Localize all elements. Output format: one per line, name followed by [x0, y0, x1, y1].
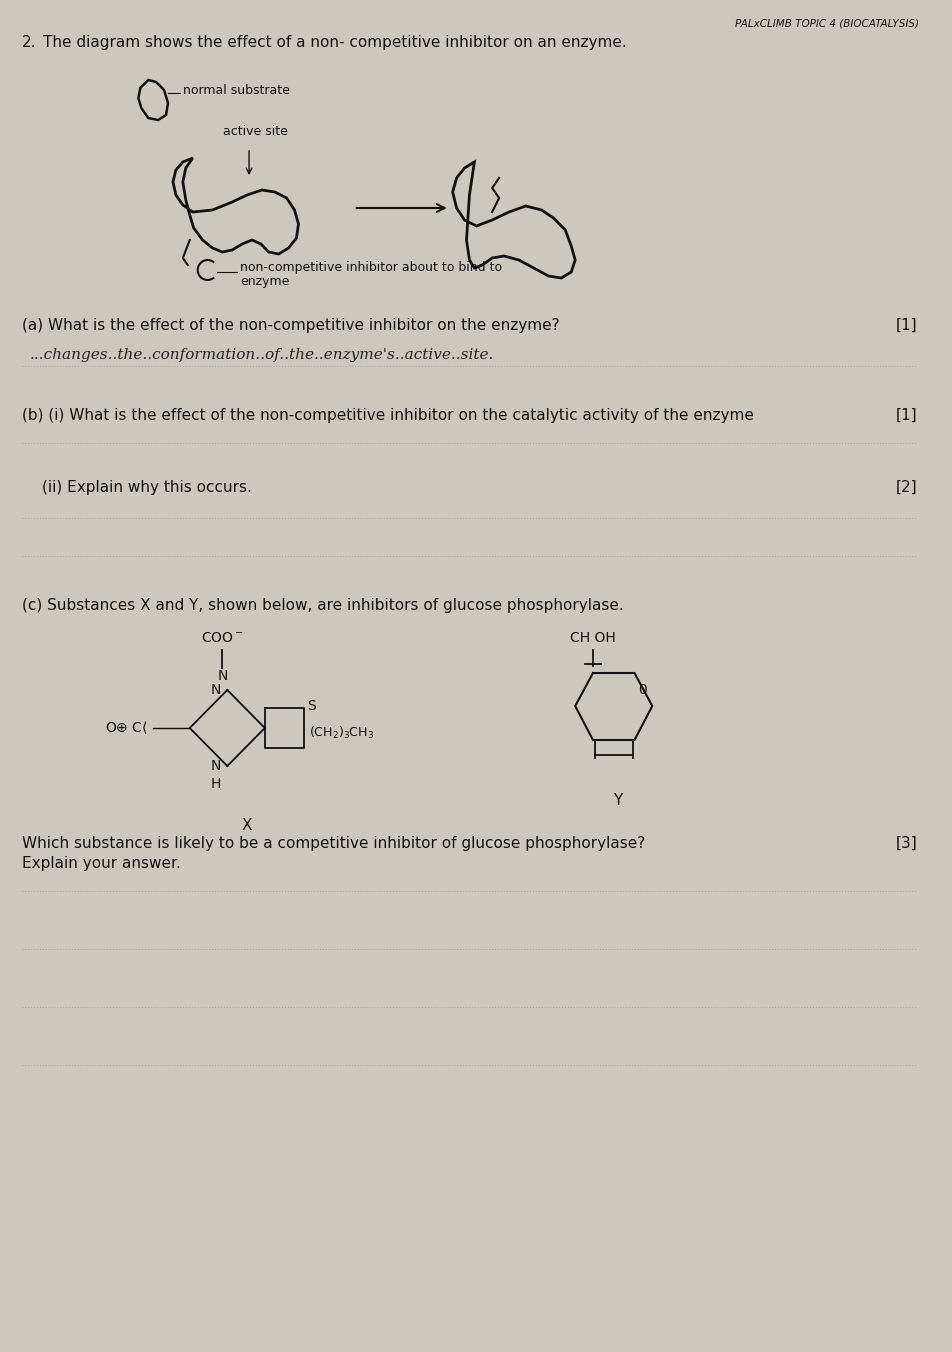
- Text: N: N: [211, 683, 222, 698]
- Text: ...changes..the..conformation..of..the..enzyme's..active..site.: ...changes..the..conformation..of..the..…: [30, 347, 494, 362]
- Text: N: N: [217, 669, 228, 683]
- Text: (a) What is the effect of the non-competitive inhibitor on the enzyme?: (a) What is the effect of the non-compet…: [22, 318, 560, 333]
- Text: enzyme: enzyme: [240, 276, 289, 288]
- Text: COO$^-$: COO$^-$: [201, 631, 244, 645]
- Text: [1]: [1]: [896, 408, 917, 423]
- Text: X: X: [242, 818, 252, 833]
- Text: The diagram shows the effect of a non- competitive inhibitor on an enzyme.: The diagram shows the effect of a non- c…: [44, 35, 627, 50]
- Text: PALxCLIMB TOPIC 4 (BIOCATALYSIS): PALxCLIMB TOPIC 4 (BIOCATALYSIS): [735, 18, 919, 28]
- Text: non-competitive inhibitor about to bind to: non-competitive inhibitor about to bind …: [240, 261, 503, 274]
- Text: (CH$_2$)$_3$CH$_3$: (CH$_2$)$_3$CH$_3$: [309, 725, 374, 741]
- Text: H: H: [211, 777, 222, 791]
- Text: (c) Substances X and Y, shown below, are inhibitors of glucose phosphorylase.: (c) Substances X and Y, shown below, are…: [22, 598, 624, 612]
- Text: (b) (i) What is the effect of the non-competitive inhibitor on the catalytic act: (b) (i) What is the effect of the non-co…: [22, 408, 754, 423]
- Text: CH OH: CH OH: [570, 631, 616, 645]
- Text: Explain your answer.: Explain your answer.: [22, 856, 181, 871]
- Text: [3]: [3]: [896, 836, 917, 850]
- Text: [2]: [2]: [896, 480, 917, 495]
- Text: [1]: [1]: [896, 318, 917, 333]
- Text: Which substance is likely to be a competitive inhibitor of glucose phosphorylase: Which substance is likely to be a compet…: [22, 836, 645, 850]
- Text: 2.: 2.: [22, 35, 36, 50]
- Text: Y: Y: [613, 794, 623, 808]
- Text: normal substrate: normal substrate: [183, 84, 289, 96]
- Text: S: S: [307, 699, 316, 713]
- Text: N: N: [211, 758, 222, 773]
- Text: (ii) Explain why this occurs.: (ii) Explain why this occurs.: [42, 480, 251, 495]
- Text: O$\oplus$ C$\langle$: O$\oplus$ C$\langle$: [106, 719, 149, 737]
- Text: active site: active site: [223, 124, 288, 138]
- Text: 0: 0: [638, 683, 646, 698]
